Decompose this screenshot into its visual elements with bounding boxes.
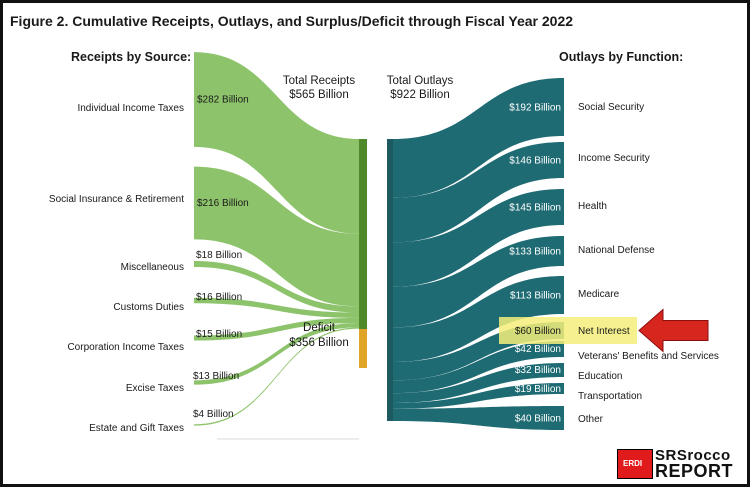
outlay-category-label: Transportation [578, 391, 642, 402]
outlay-flow-7 [393, 363, 564, 403]
receipt-flow-1 [194, 166, 359, 307]
arrow-shape [638, 308, 709, 353]
receipt-value-label: $16 Billion [196, 292, 242, 303]
receipt-flow-4 [194, 317, 359, 341]
outlay-value-label: $42 Billion [515, 344, 561, 355]
receipt-category-label: Miscellaneous [121, 262, 184, 273]
outlay-flow-8 [393, 383, 564, 409]
total-receipts-label: Total Receipts [283, 75, 355, 87]
receipt-value-label: $13 Billion [193, 371, 239, 382]
total-outlays-value: $922 Billion [390, 89, 449, 101]
outlay-flow-4 [393, 276, 564, 362]
receipt-flow-3 [194, 297, 359, 318]
outlay-category-label: Net Interest [578, 326, 630, 337]
outlay-value-label: $60 Billion [515, 326, 561, 337]
deficit-label: Deficit [303, 322, 336, 334]
receipt-flow-2 [194, 260, 359, 313]
receipt-value-label: $18 Billion [196, 250, 242, 261]
srsrocco-logo: ERDI SRSrocco REPORT [617, 447, 745, 481]
outlay-value-label: $40 Billion [515, 414, 561, 425]
outlay-category-label: Education [578, 371, 622, 382]
net-interest-arrow [638, 308, 709, 353]
outlay-value-label: $19 Billion [515, 384, 561, 395]
figure-title: Figure 2. Cumulative Receipts, Outlays, … [10, 13, 573, 29]
outlay-category-label: Medicare [578, 289, 620, 300]
receipt-category-label: Corporation Income Taxes [67, 342, 184, 353]
sankey-diagram: Figure 2. Cumulative Receipts, Outlays, … [10, 13, 719, 440]
outlay-flow-6 [393, 341, 564, 394]
outlay-value-label: $192 Billion [509, 103, 561, 114]
logo-line2: REPORT [655, 461, 734, 481]
outlay-category-label: Social Security [578, 102, 644, 113]
flows-layer [194, 52, 564, 440]
receipt-category-label: Individual Income Taxes [77, 103, 184, 114]
deficit-bar [359, 329, 367, 368]
outlay-value-label: $32 Billion [515, 365, 561, 376]
outlay-value-label: $145 Billion [509, 203, 561, 214]
receipt-category-label: Social Insurance & Retirement [49, 194, 184, 205]
receipt-value-label: $15 Billion [196, 329, 242, 340]
receipt-flow-0 [194, 52, 359, 234]
total-receipts-bar [359, 139, 367, 329]
receipt-category-label: Customs Duties [113, 302, 184, 313]
logo-badge: ERDI [617, 449, 653, 479]
outlay-value-label: $113 Billion [510, 291, 561, 302]
net-interest-highlight [499, 317, 637, 344]
total-outlays-bar [387, 139, 393, 421]
receipt-flow-5 [194, 322, 359, 385]
outlay-category-label: National Defense [578, 245, 655, 256]
receipt-value-label: $282 Billion [197, 95, 249, 106]
outlay-flow-2 [393, 189, 564, 287]
labels-layer: Individual Income Taxes $282 Billion Socia… [49, 95, 719, 435]
outlay-flow-9 [393, 406, 564, 430]
deficit-value: $356 Billion [289, 337, 348, 349]
outlay-category-label: Other [578, 414, 604, 425]
receipt-value-label: $4 Billion [193, 409, 234, 420]
bars-layer [359, 139, 393, 421]
total-receipts-value: $565 Billion [289, 89, 348, 101]
outlay-value-label: $133 Billion [509, 247, 561, 258]
outlay-flow-3 [393, 236, 564, 328]
outlay-value-label: $146 Billion [509, 156, 561, 167]
outlay-flow-0 [393, 78, 564, 198]
logo-line1: SRSrocco [655, 447, 731, 464]
receipts-header: Receipts by Source: [71, 50, 191, 64]
outlay-category-label: Income Security [578, 153, 650, 164]
receipt-flow-6 [194, 327, 359, 426]
receipt-category-label: Excise Taxes [126, 383, 184, 394]
total-outlays-label: Total Outlays [387, 75, 454, 87]
outlay-category-label: Veterans' Benefits and Services [578, 351, 719, 362]
receipt-value-label: $216 Billion [197, 198, 249, 209]
outlay-category-label: Health [578, 201, 607, 212]
outlays-header: Outlays by Function: [559, 50, 683, 64]
receipt-category-label: Estate and Gift Taxes [89, 423, 184, 434]
outlay-flow-1 [393, 142, 564, 243]
